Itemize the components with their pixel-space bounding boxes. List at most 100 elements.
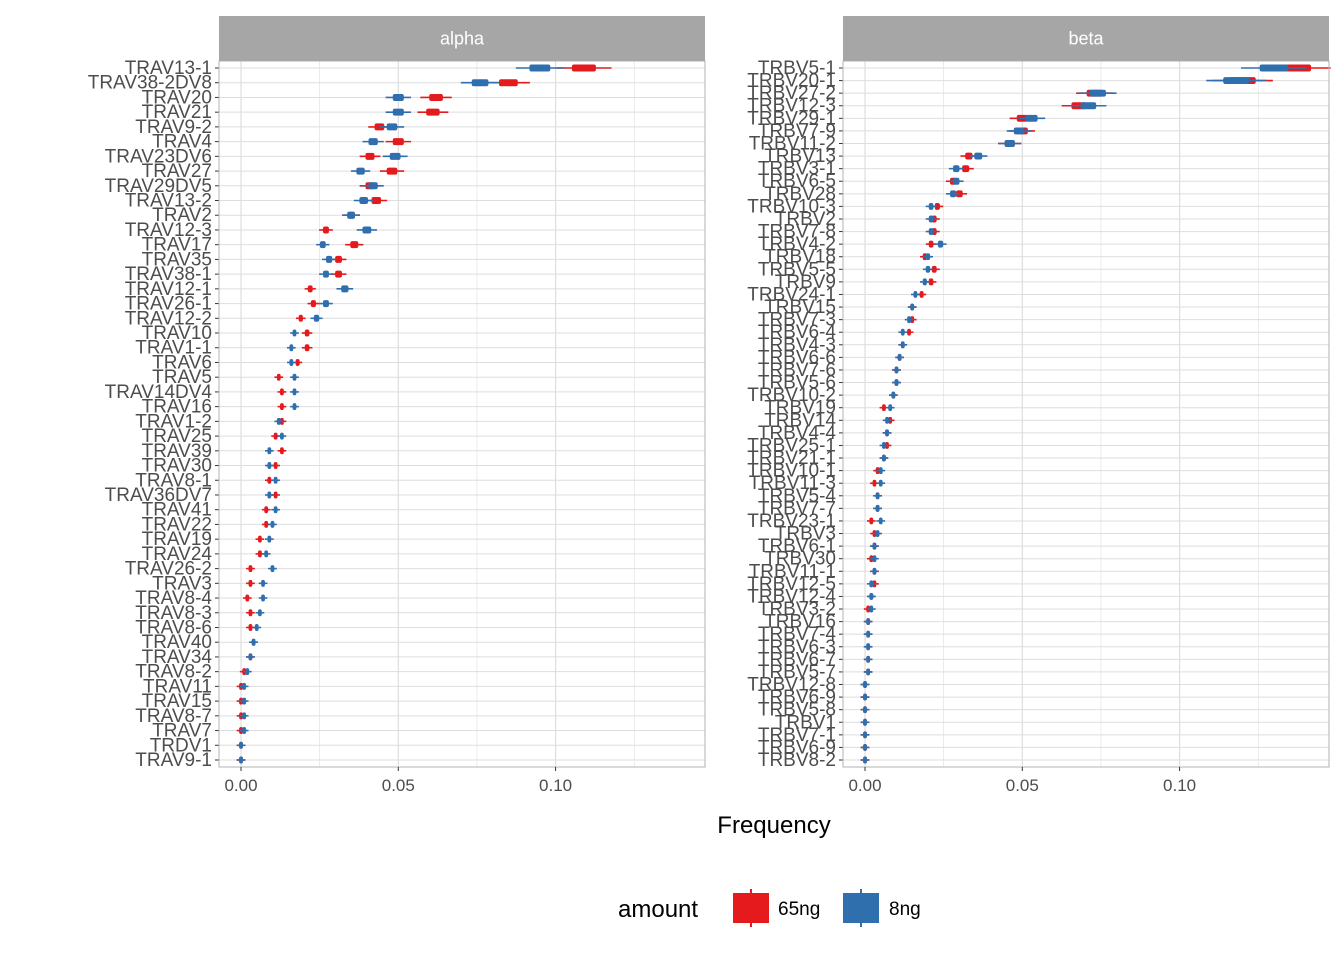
box-65ng bbox=[248, 579, 253, 587]
y-tick-label: TRBV4-4 bbox=[758, 423, 837, 444]
box-65ng bbox=[264, 520, 269, 528]
y-tick-label: TRBV19 bbox=[764, 398, 836, 419]
box-65ng bbox=[371, 197, 382, 205]
strip-alpha bbox=[219, 16, 705, 61]
y-tick-label: TRBV12-4 bbox=[747, 586, 836, 607]
box-8ng bbox=[248, 653, 253, 661]
box-8ng bbox=[270, 520, 275, 528]
y-tick-label: TRAV17 bbox=[142, 235, 212, 256]
y-tick-label: TRAV21 bbox=[142, 102, 212, 123]
box-65ng bbox=[295, 358, 300, 366]
box-8ng bbox=[322, 270, 329, 278]
box-8ng bbox=[251, 638, 256, 646]
box-8ng bbox=[289, 344, 294, 352]
box-65ng bbox=[248, 623, 253, 631]
box-8ng bbox=[392, 93, 404, 101]
box-65ng bbox=[276, 373, 281, 381]
box-8ng bbox=[882, 454, 886, 462]
y-tick-label: TRAV8-7 bbox=[135, 706, 212, 727]
box-65ng bbox=[965, 152, 973, 160]
box-8ng bbox=[885, 416, 889, 424]
y-tick-label: TRBV30 bbox=[764, 549, 836, 570]
box-65ng bbox=[934, 202, 940, 210]
box-65ng bbox=[298, 314, 303, 322]
box-8ng bbox=[368, 138, 378, 146]
legend-label-65ng: 65ng bbox=[778, 899, 820, 920]
y-tick-label: TRAV38-1 bbox=[125, 264, 212, 285]
y-tick-label: TRBV5-1 bbox=[758, 58, 836, 79]
box-65ng bbox=[919, 291, 924, 298]
box-65ng bbox=[429, 93, 443, 101]
y-tick-label: TRBV12-5 bbox=[747, 574, 836, 595]
box-8ng bbox=[900, 341, 905, 349]
box-8ng bbox=[270, 565, 275, 573]
y-tick-label: TRAV34 bbox=[142, 647, 213, 668]
box-8ng bbox=[888, 404, 893, 412]
box-8ng bbox=[319, 241, 326, 249]
box-8ng bbox=[900, 328, 905, 336]
box-65ng bbox=[928, 278, 934, 286]
box-8ng bbox=[866, 618, 871, 626]
y-tick-label: TRBV15 bbox=[764, 297, 836, 318]
box-8ng bbox=[882, 441, 886, 449]
y-tick-label: TRBV7-3 bbox=[758, 310, 836, 331]
box-8ng bbox=[891, 391, 896, 399]
strip-label-alpha: alpha bbox=[440, 29, 485, 49]
y-tick-label: TRBV1 bbox=[775, 712, 836, 733]
box-8ng bbox=[885, 429, 889, 437]
y-tick-label: TRAV35 bbox=[142, 249, 212, 270]
y-tick-label: TRAV36DV7 bbox=[105, 485, 212, 506]
y-tick-label: TRAV8-1 bbox=[135, 470, 212, 491]
y-tick-label: TRAV12-1 bbox=[125, 279, 212, 300]
y-tick-label: TRBV11-2 bbox=[749, 133, 836, 154]
box-8ng bbox=[937, 240, 944, 248]
panel-background-alpha bbox=[219, 61, 705, 767]
y-tick-label: TRBV6-4 bbox=[758, 322, 837, 343]
y-tick-label: TRAV8-4 bbox=[135, 588, 212, 609]
box-8ng bbox=[326, 255, 333, 263]
box-65ng bbox=[248, 609, 253, 617]
box-8ng bbox=[894, 366, 899, 374]
y-tick-label: TRBV4-2 bbox=[758, 234, 836, 255]
y-tick-label: TRAV20 bbox=[142, 87, 212, 108]
y-tick-label: TRAV15 bbox=[142, 691, 212, 712]
box-8ng bbox=[863, 731, 867, 739]
box-8ng bbox=[242, 727, 247, 735]
box-8ng bbox=[289, 358, 294, 366]
y-tick-label: TRBV29-1 bbox=[747, 108, 836, 129]
box-8ng bbox=[267, 491, 272, 499]
panel-alpha: TRAV13-1TRAV38-2DV8TRAV20TRAV21TRAV9-2TR… bbox=[88, 16, 706, 795]
y-tick-label: TRBV16 bbox=[764, 612, 836, 633]
y-tick-label: TRAV13-2 bbox=[125, 191, 212, 212]
box-8ng bbox=[925, 265, 931, 273]
box-8ng bbox=[322, 300, 329, 308]
box-8ng bbox=[267, 447, 272, 455]
y-tick-label: TRBV21-1 bbox=[747, 448, 836, 469]
x-tick-label: 0.10 bbox=[1163, 776, 1196, 795]
box-65ng bbox=[335, 255, 342, 263]
y-tick-label: TRBV3-2 bbox=[758, 599, 836, 620]
box-8ng bbox=[254, 623, 259, 631]
box-8ng bbox=[894, 379, 899, 387]
box-8ng bbox=[242, 712, 247, 720]
y-tick-label: TRBV6-9 bbox=[758, 737, 836, 758]
box-8ng bbox=[953, 177, 960, 185]
y-tick-label: TRAV5 bbox=[152, 367, 212, 388]
box-8ng bbox=[925, 253, 931, 261]
box-65ng bbox=[931, 265, 937, 273]
box-8ng bbox=[866, 630, 871, 638]
box-8ng bbox=[245, 668, 250, 676]
y-tick-label: TRBV10-2 bbox=[747, 385, 836, 406]
y-tick-label: TRAV27 bbox=[142, 161, 212, 182]
box-8ng bbox=[273, 476, 278, 484]
y-tick-label: TRAV7 bbox=[152, 721, 212, 742]
y-tick-label: TRAV26-1 bbox=[125, 294, 212, 315]
box-8ng bbox=[910, 303, 915, 311]
box-8ng bbox=[362, 226, 372, 234]
y-tick-label: TRAV6 bbox=[152, 352, 212, 373]
box-8ng bbox=[1025, 114, 1038, 122]
box-8ng bbox=[866, 655, 871, 663]
x-tick-label: 0.10 bbox=[539, 776, 572, 795]
y-tick-label: TRBV23-1 bbox=[747, 511, 836, 532]
panels-layer: TRAV13-1TRAV38-2DV8TRAV20TRAV21TRAV9-2TR… bbox=[88, 16, 1331, 795]
